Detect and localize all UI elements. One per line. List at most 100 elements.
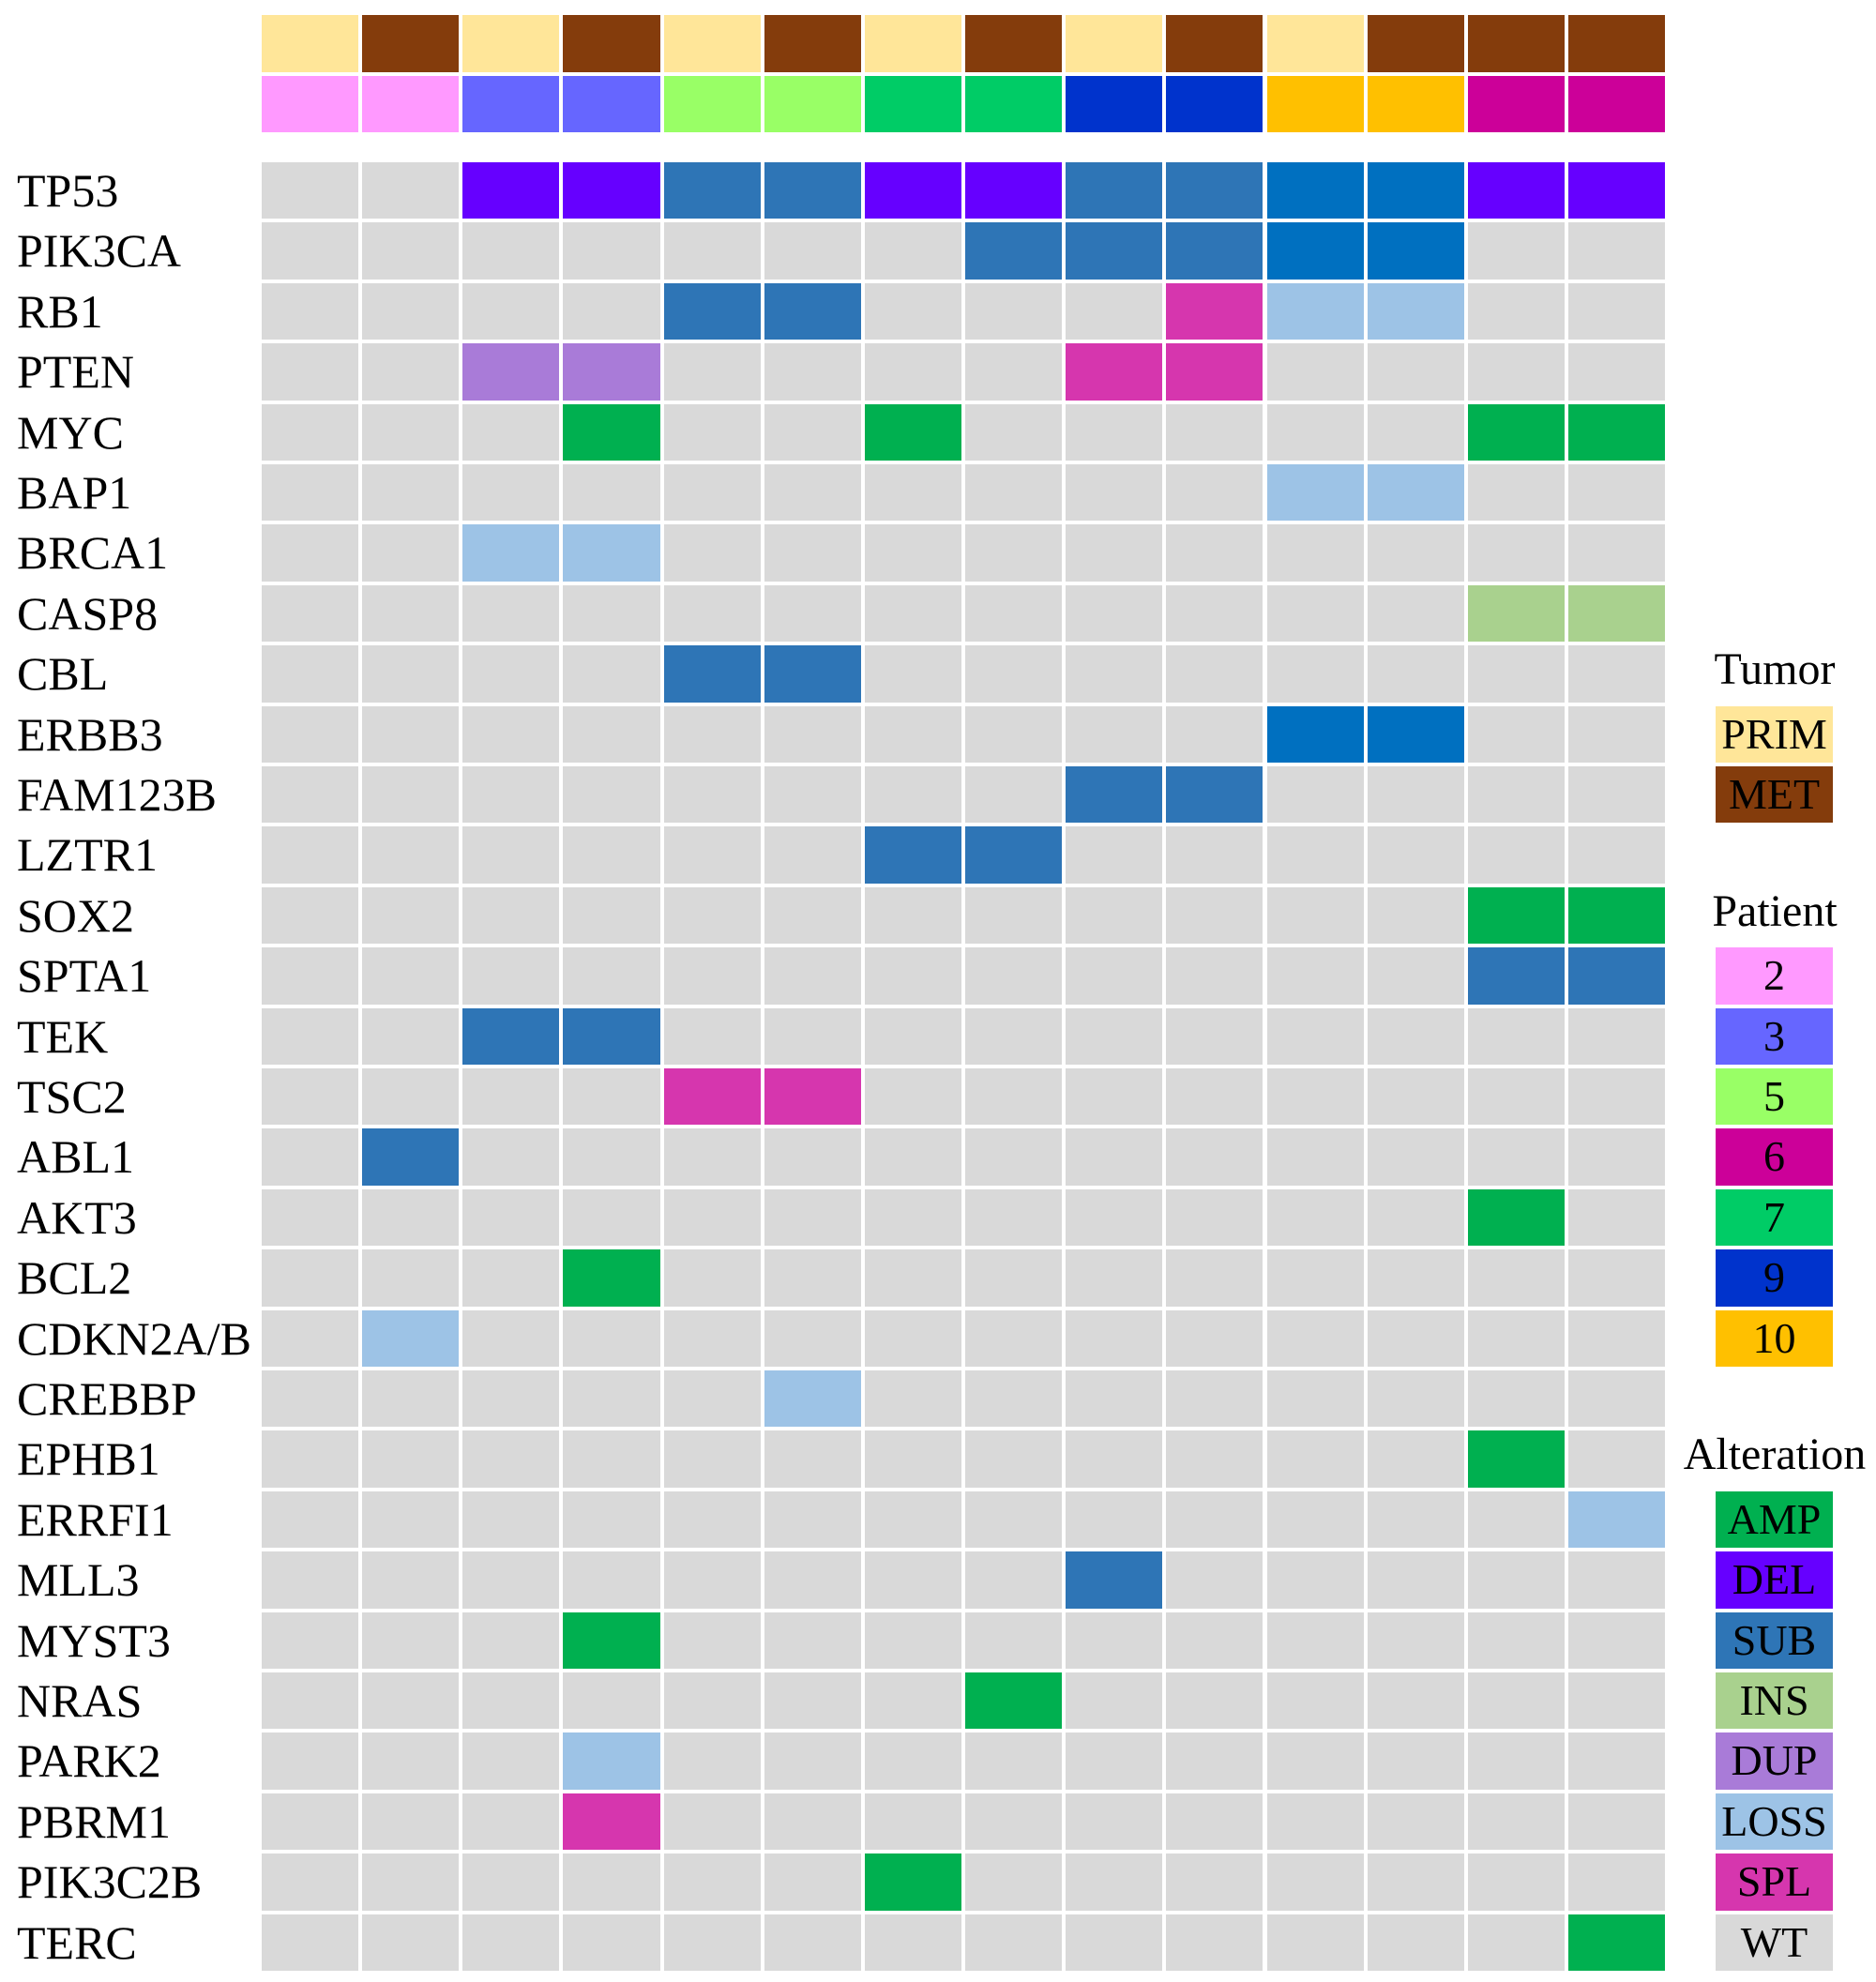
alteration-cell <box>1367 1128 1464 1186</box>
alteration-cell <box>1066 1732 1163 1790</box>
alteration-cell <box>262 886 359 945</box>
alteration-cell <box>864 1128 962 1186</box>
alteration-cell <box>1166 1611 1263 1669</box>
alteration-cell <box>1266 1370 1364 1428</box>
alteration-cell <box>563 1128 660 1186</box>
alteration-cell <box>362 1249 460 1307</box>
alteration-cell <box>1467 645 1565 703</box>
alteration-cell <box>864 1611 962 1669</box>
alteration-cell <box>1467 1853 1565 1911</box>
alteration-cell <box>663 343 761 401</box>
alteration-cell <box>362 524 460 582</box>
gene-label: ERRFI1 <box>17 1492 174 1546</box>
legend-item-alteration: WT <box>1716 1914 1833 1971</box>
alteration-cell <box>362 1188 460 1247</box>
alteration-cell <box>1367 1611 1464 1669</box>
alteration-cell <box>864 524 962 582</box>
alteration-cell <box>563 1249 660 1307</box>
alteration-cell <box>1567 1611 1666 1669</box>
alteration-cell <box>1367 645 1464 703</box>
alteration-cell <box>563 1370 660 1428</box>
alteration-cell <box>1266 1068 1364 1126</box>
alteration-cell <box>1266 886 1364 945</box>
alteration-cell <box>1166 524 1263 582</box>
alteration-cell <box>1266 1128 1364 1186</box>
patient-annotation-cell <box>663 76 761 132</box>
alteration-cell <box>1166 1914 1263 1971</box>
alteration-cell <box>362 766 460 824</box>
alteration-cell <box>864 1793 962 1851</box>
alteration-cell <box>262 1793 359 1851</box>
gene-label: LZTR1 <box>17 828 158 882</box>
alteration-cell <box>663 1793 761 1851</box>
alteration-cell <box>462 222 560 280</box>
alteration-cell <box>1567 1732 1666 1790</box>
alteration-cell <box>764 1370 861 1428</box>
alteration-cell <box>462 886 560 945</box>
gene-label: CBL <box>17 647 109 701</box>
alteration-cell <box>462 1370 560 1428</box>
alteration-cell <box>1367 1551 1464 1609</box>
alteration-cell <box>1367 1430 1464 1488</box>
alteration-cell <box>864 1430 962 1488</box>
alteration-cell <box>1066 1370 1163 1428</box>
gene-label: ERBB3 <box>17 707 163 761</box>
alteration-cell <box>1266 1309 1364 1367</box>
alteration-cell <box>1066 1068 1163 1126</box>
alteration-cell <box>362 1128 460 1186</box>
alteration-cell <box>1166 1188 1263 1247</box>
alteration-cell <box>1567 524 1666 582</box>
alteration-cell <box>1066 1551 1163 1609</box>
alteration-cell <box>864 222 962 280</box>
alteration-cell <box>1166 1370 1263 1428</box>
alteration-cell <box>1266 524 1364 582</box>
alteration-cell <box>764 1249 861 1307</box>
patient-annotation-cell <box>1166 76 1263 132</box>
patient-annotation-cell <box>1467 76 1565 132</box>
alteration-cell <box>462 1007 560 1065</box>
alteration-cell <box>1367 1490 1464 1549</box>
alteration-cell <box>262 766 359 824</box>
gene-label: TP53 <box>17 164 119 217</box>
alteration-cell <box>563 343 660 401</box>
alteration-cell <box>965 1793 1063 1851</box>
tumor-annotation-cell <box>663 15 761 72</box>
alteration-cell <box>1567 886 1666 945</box>
alteration-cell <box>1266 464 1364 522</box>
legend-item-tumor: PRIM <box>1716 705 1833 763</box>
alteration-cell <box>965 1853 1063 1911</box>
alteration-cell <box>864 1490 962 1549</box>
alteration-cell <box>1166 1732 1263 1790</box>
alteration-cell <box>1467 1188 1565 1247</box>
alteration-cell <box>965 1672 1063 1730</box>
alteration-cell <box>262 1370 359 1428</box>
alteration-cell <box>262 464 359 522</box>
gene-label: SPTA1 <box>17 949 152 1003</box>
alteration-cell <box>1266 766 1364 824</box>
alteration-cell <box>965 1732 1063 1790</box>
alteration-cell <box>1467 1128 1565 1186</box>
alteration-cell <box>1066 282 1163 340</box>
legend-item-patient: 2 <box>1716 947 1833 1005</box>
alteration-cell <box>1467 282 1565 340</box>
alteration-cell <box>1266 1914 1364 1971</box>
alteration-cell <box>764 1732 861 1790</box>
alteration-cell <box>1367 1188 1464 1247</box>
gene-label: PIK3C2B <box>17 1855 203 1909</box>
alteration-cell <box>1266 1853 1364 1911</box>
alteration-cell <box>262 1249 359 1307</box>
alteration-cell <box>262 403 359 461</box>
legend-item-alteration: AMP <box>1716 1490 1833 1549</box>
alteration-cell <box>663 1370 761 1428</box>
alteration-cell <box>1166 826 1263 884</box>
alteration-cell <box>1367 826 1464 884</box>
alteration-cell <box>1266 1672 1364 1730</box>
alteration-cell <box>563 162 660 219</box>
alteration-cell <box>1467 343 1565 401</box>
alteration-cell <box>663 1309 761 1367</box>
gene-label: CDKN2A/B <box>17 1311 252 1365</box>
alteration-cell <box>362 1672 460 1730</box>
alteration-cell <box>1066 222 1163 280</box>
alteration-cell <box>1467 222 1565 280</box>
alteration-cell <box>462 766 560 824</box>
